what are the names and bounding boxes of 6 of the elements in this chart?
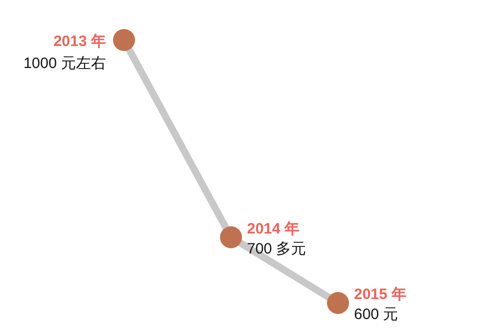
x-tick-label: 2015 年 [354,286,407,303]
data-label: 700 多元 [247,240,306,258]
x-tick-label: 2014 年 [247,220,300,238]
x-tick-label: 2013 年 [53,33,106,50]
data-label: 1000 元左右 [23,55,106,72]
data-label: 600 元 [354,306,398,323]
